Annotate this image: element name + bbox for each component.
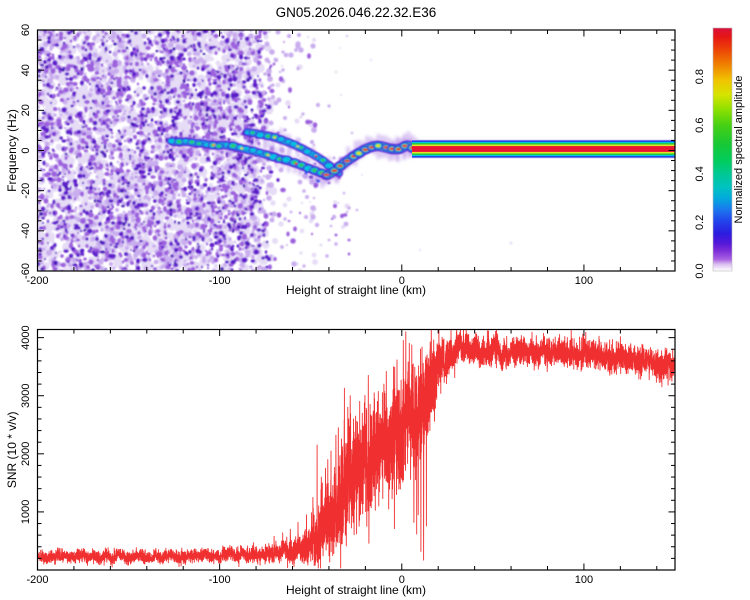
svg-text:GN05.2026.046.22.32.E36: GN05.2026.046.22.32.E36 xyxy=(276,5,437,20)
